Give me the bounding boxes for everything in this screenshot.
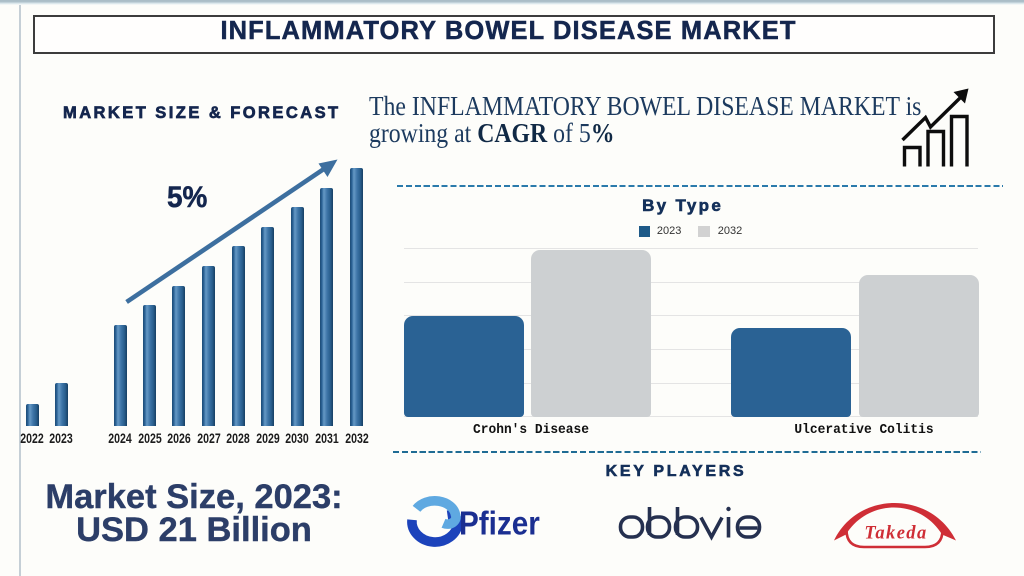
svg-text:Takeda: Takeda (864, 524, 927, 544)
svg-text:Pfizer: Pfizer (459, 505, 540, 542)
